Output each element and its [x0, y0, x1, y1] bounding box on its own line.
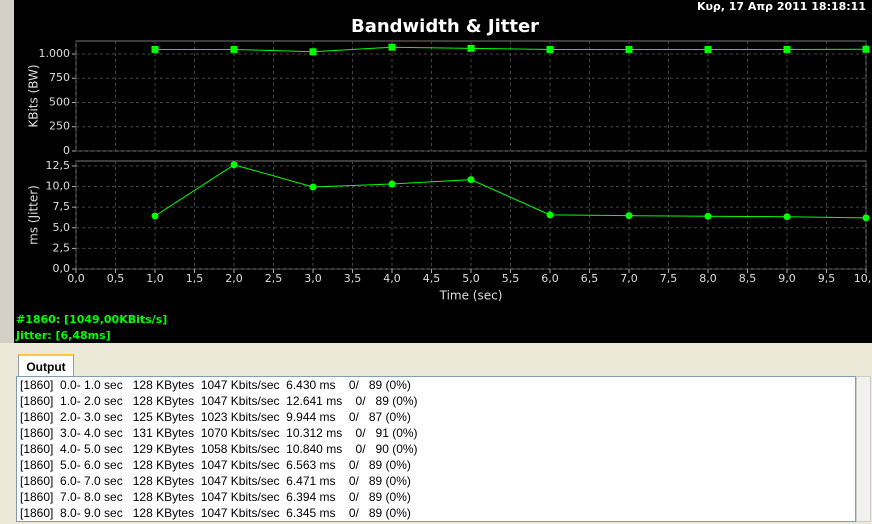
scrollbar[interactable] [856, 376, 871, 522]
data-point [230, 161, 238, 169]
output-line: [1860] 6.0- 7.0 sec 128 KBytes 1047 Kbit… [20, 474, 411, 488]
data-point [467, 44, 475, 52]
x-tick-label: 1,5 [186, 272, 204, 285]
x-tick-label: 9,0 [778, 272, 796, 285]
x-tick-label: 10,0 [854, 272, 872, 285]
data-point [467, 176, 475, 184]
y-tick-label: 250 [49, 120, 70, 133]
y-tick-label: 0 [63, 144, 70, 157]
data-point [230, 45, 238, 53]
data-point [151, 212, 159, 220]
x-tick-label: 8,5 [739, 272, 757, 285]
splitter[interactable] [0, 343, 872, 345]
y-tick-label: 0,0 [53, 262, 71, 275]
x-tick-label: 0,0 [67, 272, 85, 285]
x-tick-label: 4,5 [423, 272, 441, 285]
x-tick-label: 5,0 [462, 272, 480, 285]
output-tab[interactable]: Output [18, 354, 74, 376]
output-line: [1860] 4.0- 5.0 sec 129 KBytes 1058 Kbit… [20, 442, 418, 456]
data-point [783, 213, 791, 221]
x-axis-label: Time (sec) [439, 289, 503, 303]
x-tick-label: 2,5 [265, 272, 283, 285]
series-line [155, 46, 867, 53]
series-line [154, 164, 867, 219]
y-tick-label: 500 [49, 95, 70, 108]
data-point [704, 212, 712, 220]
x-tick-label: 6,5 [581, 272, 599, 285]
output-line: [1860] 2.0- 3.0 sec 125 KBytes 1023 Kbit… [20, 410, 411, 424]
output-line: [1860] 5.0- 6.0 sec 128 KBytes 1047 Kbit… [20, 458, 411, 472]
output-line: [1860] 1.0- 2.0 sec 128 KBytes 1047 Kbit… [20, 394, 418, 408]
x-tick-label: 1,0 [146, 272, 164, 285]
side-strip [0, 0, 14, 345]
x-tick-label: 3,0 [304, 272, 322, 285]
x-tick-label: 6,0 [541, 272, 559, 285]
x-tick-label: 4,0 [383, 272, 401, 285]
y-axis-label: KBits (BW) [27, 64, 41, 127]
x-tick-label: 7,0 [620, 272, 638, 285]
y-tick-label: 750 [49, 71, 70, 84]
y-tick-label: 5,0 [53, 221, 71, 234]
data-point [388, 43, 396, 51]
data-point [704, 45, 712, 53]
chart-background [14, 0, 872, 343]
jitter-status: Jitter: [6,48ms] [15, 329, 111, 342]
y-tick-label: 2,5 [53, 241, 71, 254]
y-tick-label: 10,0 [46, 180, 71, 193]
output-line: [1860] 7.0- 8.0 sec 128 KBytes 1047 Kbit… [20, 490, 411, 504]
data-point [862, 214, 870, 222]
output-area: [1860] 0.0- 1.0 sec 128 KBytes 1047 Kbit… [16, 376, 856, 522]
x-tick-label: 8,0 [699, 272, 717, 285]
data-point [546, 45, 554, 53]
y-tick-label: 12,5 [46, 159, 71, 172]
data-point [309, 183, 317, 191]
output-line: [1860] 0.0- 1.0 sec 128 KBytes 1047 Kbit… [20, 378, 411, 392]
data-point [388, 180, 396, 188]
y-tick-label: 1.000 [39, 47, 71, 60]
x-tick-label: 5,5 [502, 272, 520, 285]
x-tick-label: 0,5 [107, 272, 125, 285]
y-tick-label: 7,5 [53, 200, 71, 213]
data-point [546, 211, 554, 219]
datetime: Κυρ, 17 Απρ 2011 18:18:11 [697, 0, 866, 13]
x-tick-label: 7,5 [660, 272, 678, 285]
output-line: [1860] 8.0- 9.0 sec 128 KBytes 1047 Kbit… [20, 506, 411, 520]
data-point [625, 212, 633, 220]
data-point [151, 45, 159, 53]
x-tick-label: 2,0 [225, 272, 243, 285]
data-point [862, 45, 870, 53]
x-tick-label: 3,5 [344, 272, 362, 285]
bandwidth-status: #1860: [1049,00KBits/s] [16, 313, 167, 326]
chart-panel: Κυρ, 17 Απρ 2011 18:18:11 Bandwidth & Ji… [0, 0, 872, 345]
x-tick-label: 9,5 [818, 272, 836, 285]
data-point [783, 45, 791, 53]
output-line: [1860] 3.0- 4.0 sec 131 KBytes 1070 Kbit… [20, 426, 418, 440]
data-point [309, 48, 317, 56]
chart-title: Bandwidth & Jitter [351, 16, 539, 37]
y-axis-label: ms (Jitter) [27, 185, 41, 245]
data-point [625, 45, 633, 53]
